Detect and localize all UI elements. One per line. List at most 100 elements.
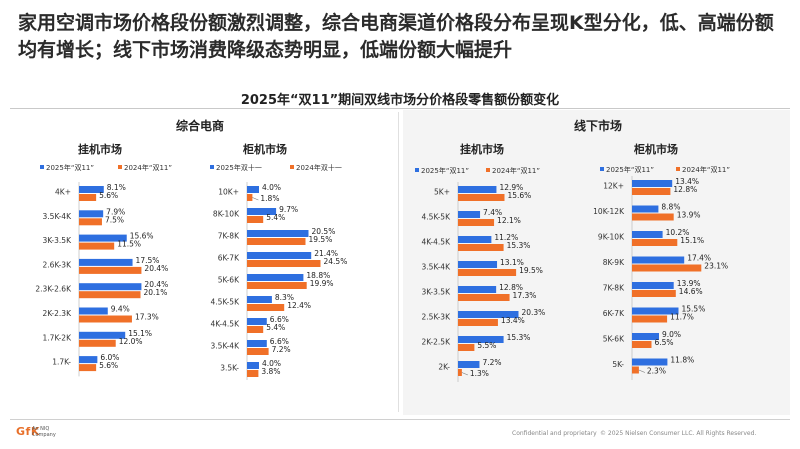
- bar: [632, 315, 668, 323]
- category-label: 3.5K-4K: [211, 342, 241, 351]
- data-label: 13.9%: [677, 279, 701, 288]
- category-label: 5K-6K: [218, 276, 240, 285]
- bar: [247, 318, 267, 325]
- bar: [632, 188, 671, 195]
- bar: [458, 336, 504, 343]
- bar: [247, 186, 259, 193]
- data-label: 5.4%: [266, 213, 285, 222]
- category-label: 1.7K-2K: [43, 333, 73, 342]
- data-label: 11.7%: [670, 313, 694, 322]
- data-label: 19.5%: [519, 266, 543, 275]
- bar: [632, 256, 685, 264]
- data-label: 24.5%: [324, 257, 348, 266]
- data-label: 20.4%: [144, 280, 168, 289]
- category-label: 4K+: [55, 188, 71, 197]
- data-label: 6.5%: [655, 338, 674, 347]
- data-label: 17.3%: [513, 291, 537, 300]
- data-label: 2.3%: [647, 367, 666, 376]
- data-label: 12.8%: [499, 283, 523, 292]
- panel-divider: [398, 112, 399, 412]
- legend-label: 2025年“双11”: [421, 166, 469, 175]
- legend-label: 2025年“双11”: [46, 163, 94, 172]
- bar: [458, 319, 498, 326]
- legend-label: 2025年双十一: [216, 163, 262, 172]
- bar: [458, 369, 462, 376]
- legend-swatch: [290, 165, 294, 169]
- data-label: 12.1%: [497, 216, 521, 225]
- category-label: 6K-7K: [603, 309, 625, 318]
- data-label: 15.1%: [128, 329, 152, 338]
- bar: [247, 260, 321, 267]
- bar: [247, 194, 253, 201]
- bar: [79, 186, 104, 193]
- chart-title-ecom-floor: 柜机市场: [243, 143, 287, 156]
- data-label: 6.6%: [270, 337, 289, 346]
- data-label: 21.4%: [314, 249, 338, 258]
- bar: [79, 356, 98, 364]
- data-label: 7.4%: [483, 208, 502, 217]
- data-label: 12.8%: [673, 185, 697, 194]
- bar: [247, 238, 306, 245]
- category-label: 2K-2.3K: [43, 309, 73, 318]
- headline: 家用空调市场价格段份额激烈调整，综合电商渠道价格段分布呈现K型分化，低、高端份额…: [18, 12, 774, 61]
- bar: [79, 364, 97, 372]
- footer-confidential: Confidential and proprietary: [512, 430, 597, 437]
- data-label: 10.2%: [666, 228, 690, 237]
- legend-swatch: [486, 168, 490, 172]
- bar: [247, 348, 269, 355]
- data-label: 17.3%: [135, 313, 159, 322]
- data-label: 1.8%: [260, 194, 279, 203]
- bar: [632, 213, 674, 221]
- category-label: 8K-9K: [603, 258, 625, 267]
- category-label: 2.3K-2.6K: [35, 285, 72, 294]
- bar: [79, 331, 126, 339]
- bar: [632, 290, 676, 297]
- bar: [79, 194, 97, 201]
- category-label: 3.5K-4K: [43, 212, 73, 221]
- data-label: 5.6%: [99, 361, 118, 370]
- bar: [632, 231, 663, 238]
- bar: [79, 339, 116, 347]
- bar: [79, 283, 142, 291]
- legend-label: 2024年“双11”: [682, 165, 730, 174]
- data-label: 19.5%: [309, 235, 333, 244]
- logo-subtitle-line-1: An NIQ: [32, 426, 50, 432]
- category-label: 3K-3.5K: [43, 236, 73, 245]
- bar: [632, 341, 652, 348]
- bar: [247, 296, 272, 303]
- data-label: 13.1%: [500, 258, 524, 267]
- data-label: 7.2%: [482, 358, 501, 367]
- chart-title-offline-wall: 挂机市场: [460, 143, 504, 156]
- bar: [632, 307, 679, 315]
- bar: [632, 264, 702, 272]
- data-label: 4.0%: [262, 183, 281, 192]
- data-label: 12.0%: [119, 337, 143, 346]
- logo-subtitle: An NIQ Company: [32, 426, 56, 438]
- data-label: 15.3%: [507, 241, 531, 250]
- bar: [458, 219, 495, 226]
- data-label: 3.8%: [261, 367, 280, 376]
- category-label: 5K-6K: [603, 335, 625, 344]
- bar: [458, 286, 497, 293]
- category-label: 12K+: [603, 182, 624, 191]
- data-label: 4.0%: [262, 359, 281, 368]
- leader-line: [638, 369, 646, 373]
- bar: [247, 340, 267, 347]
- section-title-offline: 线下市场: [573, 119, 622, 133]
- data-label: 9.0%: [662, 330, 681, 339]
- data-label: 8.1%: [107, 183, 126, 192]
- category-label: 7K-8K: [218, 232, 240, 241]
- data-label: 15.5%: [682, 305, 706, 314]
- legend-swatch: [676, 167, 680, 171]
- bar: [632, 358, 668, 366]
- data-label: 9.4%: [111, 305, 130, 314]
- data-label: 7.5%: [105, 215, 124, 224]
- bar: [247, 362, 259, 369]
- legend-swatch: [40, 165, 44, 169]
- bar: [632, 239, 678, 246]
- legend-swatch: [210, 165, 214, 169]
- category-label: 5K-: [612, 360, 624, 369]
- bar: [458, 294, 510, 301]
- bar: [79, 242, 115, 250]
- category-label: 3K-3.5K: [422, 288, 452, 297]
